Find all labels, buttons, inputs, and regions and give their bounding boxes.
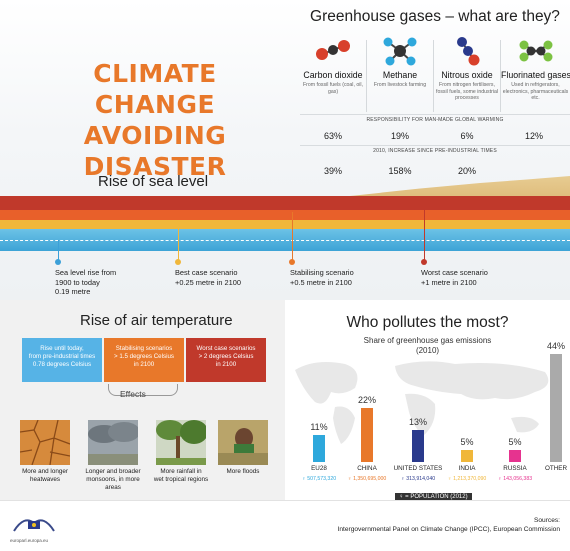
responsibility-label: RESPONSIBILITY FOR MAN-MADE GLOBAL WARMI… [366,117,504,123]
bar-russia [509,449,521,462]
bar-population-label: ♀ 507,573,320 [301,476,337,482]
european-parliament-logo [12,513,56,533]
bar-value-label: 5% [508,436,522,447]
polluters-subtitle: Share of greenhouse gas emissions (2010) [363,336,492,355]
gas-nitrous-oxide: Nitrous oxide From nitrogen fertilisers,… [434,36,500,102]
methane-molecule-icon [367,36,433,66]
co2-responsibility: 63% [323,131,342,141]
bar-category-label: INDIA [458,465,476,472]
air-temperature-section: Rise of air temperature Rise until today… [0,300,285,500]
bar-other [550,354,562,462]
temp-box-worst: Worst case scenarios > 2 degrees Celsius i… [186,338,266,382]
divider [366,40,367,112]
increase-label: 2010, INCREASE SINCE PRE-INDUSTRIAL TIME… [373,148,497,154]
divider [500,40,501,112]
divider [300,145,570,146]
gas-name: Carbon dioxide [303,70,363,80]
air-temperature-title: Rise of air temperature [80,312,233,329]
n2o-increase: 20% [457,166,476,176]
temp-box-today: Rise until today, from pre-industrial tim… [22,338,102,382]
bar-united-states [412,430,424,462]
gas-methane: Methane From livestock farming [367,36,433,89]
scenario-worst: Worst case scenario +1 metre in 2100 [421,268,488,287]
bar-category-label: OTHER [544,465,568,472]
scenario-stabilising: Stabilising scenario +0.5 metre in 2100 [290,268,354,287]
stabilising-band [0,210,570,220]
gas-carbon-dioxide: Carbon dioxide From fossil fuels (coal, … [300,36,366,95]
bar-category-label: UNITED STATES [393,465,443,472]
effect-monsoons-label: Longer and broader monsoons, in more area… [85,468,141,491]
gas-name: Fluorinated gases [501,70,570,80]
bar-population-label: ♀ 1,350,695,000 [347,476,387,482]
methane-increase: 158% [388,166,412,176]
bar-value-label: 44% [546,341,565,351]
bar-value-label: 5% [460,436,474,447]
world-map-background [295,361,549,444]
marker-stabilising [289,212,295,265]
bar-china [361,408,373,462]
gas-desc: From fossil fuels (coal, oil, gas) [303,82,363,95]
footer-url[interactable]: europarl.europa.eu [10,538,49,543]
person-icon: ♀ [399,494,404,500]
flood-icon [218,420,268,465]
greenhouse-title: Greenhouse gases – what are they? [310,8,560,25]
rainforest-icon [156,420,208,465]
bar-value-label: 11% [310,422,328,432]
divider [433,40,434,112]
temp-box-stabilising: Stabilising scenarios > 1.5 degrees Celsi… [104,338,184,382]
effect-rainfall-label: More rainfall in wet tropical regions [153,468,209,483]
gas-name: Methane [382,70,418,80]
best-case-band [0,220,570,229]
footer: europarl.europa.eu Sources: Intergovernm… [0,500,570,551]
title-line-2: AVOIDING DISASTER [83,121,227,181]
scenario-best: Best case scenario +0.25 metre in 2100 [175,268,241,287]
effects-brace [108,384,178,396]
nitrous-oxide-molecule-icon [434,36,500,66]
bar-india [461,449,473,462]
bar-category-label: EU28 [311,465,327,472]
carbon-dioxide-molecule-icon [300,36,366,66]
sources: Sources: Intergovernmental Panel on Clim… [337,517,560,533]
fgas-responsibility: 12% [524,131,543,141]
n2o-responsibility: 6% [460,131,474,141]
gas-desc: Used in refrigerators, electronics, phar… [502,82,569,101]
bar-population-label: ♀ 143,056,383 [497,476,533,482]
sea-level-dashed-line [0,240,570,241]
bar-value-label: 13% [408,417,427,428]
population-legend: ♀ = POPULATION (2012) [395,493,472,500]
bar-eu28 [313,435,325,462]
bar-population-label: ♀ 313,914,040 [400,476,436,482]
bar-category-label: RUSSIA [503,465,527,472]
fluorinated-molecule-icon [501,36,570,66]
main-title: CLIMATE CHANGE AVOIDING DISASTER [40,58,270,182]
effect-floods-label: More floods [226,468,260,475]
sea-level-title: Rise of sea level [98,173,209,190]
marker-worst [421,196,427,265]
marker-best [175,226,181,265]
bar-population-label: ♀ 1,213,370,090 [447,476,487,482]
top-section: CLIMATE CHANGE AVOIDING DISASTER Greenho… [0,0,570,300]
co2-increase: 39% [323,166,342,176]
marker-today [55,240,61,265]
gas-name: Nitrous oxide [441,70,493,80]
bar-value-label: 22% [357,395,376,405]
gas-fluorinated: Fluorinated gases Used in refrigerators,… [501,36,570,102]
gas-desc: From nitrogen fertilisers, fossil fuels,… [436,82,498,101]
storm-clouds-icon [88,420,140,465]
gas-desc: From livestock farming [373,82,427,88]
effect-heatwaves-label: More and longer heatwaves [22,468,68,483]
divider [300,114,570,115]
effects-label: Effects [120,389,146,399]
title-line-1: CLIMATE CHANGE [93,59,217,119]
scenario-today: Sea level rise from 1900 to today 0.19 m… [55,268,117,296]
polluters-title: Who pollutes the most? [346,314,509,331]
methane-responsibility: 19% [390,131,409,141]
cracked-earth-icon [19,419,71,466]
polluters-section: Who pollutes the most? Share of greenhou… [285,300,570,500]
bar-category-label: CHINA [357,465,377,472]
worst-case-band [0,196,570,210]
